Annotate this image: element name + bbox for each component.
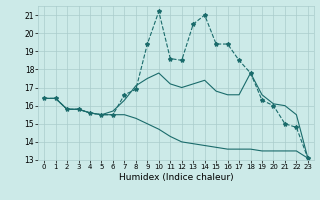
X-axis label: Humidex (Indice chaleur): Humidex (Indice chaleur) (119, 173, 233, 182)
